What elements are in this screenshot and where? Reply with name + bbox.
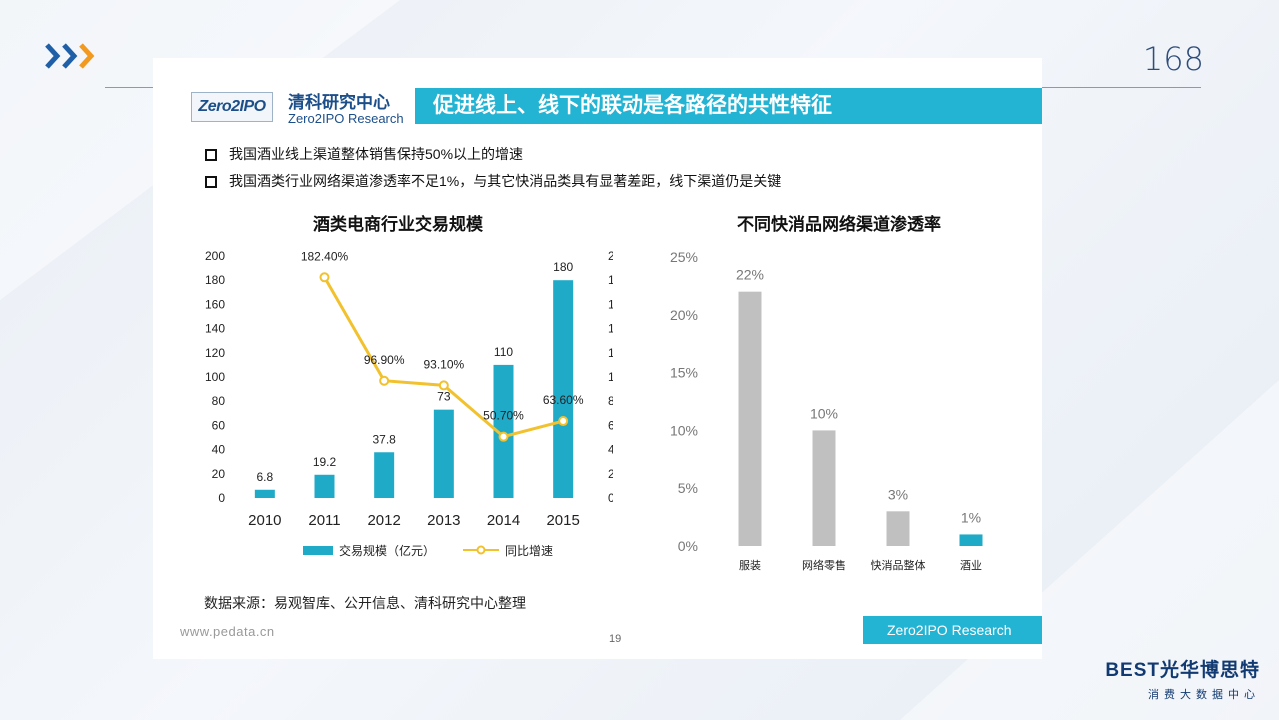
left-axis-tick: 120 — [205, 346, 225, 360]
embedded-slide: Zero2IPO 清科研究中心 Zero2IPO Research 促进线上、线… — [153, 58, 1042, 659]
org-name-en: Zero2IPO Research — [288, 111, 404, 126]
bar-value-label: 22% — [736, 267, 764, 283]
right-axis-tick: 40% — [608, 443, 613, 457]
right-axis-tick: 180% — [608, 273, 613, 287]
left-axis-tick: 0 — [218, 491, 225, 505]
zero2ipo-logo: Zero2IPO — [191, 92, 273, 122]
bullet-item: 我国酒业线上渠道整体销售保持50%以上的增速 — [205, 144, 523, 164]
transaction-scale-chart: 酒类电商行业交易规模 0 20 40 60 80 100 120 140 160 180 200 0% 2… — [205, 214, 613, 558]
brand-name: BEST光华博思特 — [1105, 660, 1260, 681]
bar-2013 — [433, 409, 454, 498]
bar-2012 — [374, 452, 395, 498]
bullet-square-icon — [205, 176, 217, 189]
website-watermark: www.pedata.cn — [180, 624, 275, 639]
chart-title: 酒类电商行业交易规模 — [313, 214, 484, 235]
x-axis-tick: 2012 — [367, 512, 400, 529]
x-axis-tick: 2014 — [487, 512, 520, 529]
left-axis-tick: 160 — [205, 297, 225, 311]
left-axis-tick: 100 — [205, 370, 225, 384]
left-axis-tick: 200 — [205, 249, 225, 263]
y-axis-tick: 0% — [678, 538, 698, 554]
bullet-text: 我国酒类行业网络渠道渗透率不足1%，与其它快消品类具有显著差距，线下渠道仍是关键 — [229, 173, 782, 189]
growth-point-2015 — [558, 416, 569, 427]
right-axis-tick: 80% — [608, 394, 613, 408]
y-axis-tick: 10% — [670, 422, 698, 438]
bar-value-label: 37.8 — [372, 432, 396, 446]
slide-title: 促进线上、线下的联动是各路径的共性特征 — [415, 88, 1042, 124]
y-axis-tick: 20% — [670, 307, 698, 323]
right-axis-tick: 160% — [608, 297, 613, 311]
bar-value-label: 6.8 — [256, 470, 273, 484]
growth-value-label: 93.10% — [423, 357, 464, 371]
left-axis-tick: 60 — [212, 418, 226, 432]
footer-label: Zero2IPO Research — [863, 616, 1042, 644]
x-axis-tick: 2013 — [427, 512, 460, 529]
y-axis-tick: 15% — [670, 365, 698, 381]
left-axis-tick: 140 — [205, 322, 225, 336]
bullet-square-icon — [205, 149, 217, 162]
y-axis-tick: 5% — [678, 480, 698, 496]
bar-快消品整体 — [886, 511, 910, 546]
right-axis-tick: 0% — [608, 491, 613, 505]
org-name-cn: 清科研究中心 — [288, 93, 390, 112]
right-axis-tick: 100% — [608, 370, 613, 384]
right-axis-tick: 20% — [608, 467, 613, 481]
growth-value-label: 96.90% — [364, 353, 405, 367]
bar-服装 — [738, 291, 762, 546]
chevrons-icon — [45, 43, 95, 69]
left-axis-tick: 80 — [212, 394, 226, 408]
bar-2015 — [553, 280, 574, 498]
x-axis-tick: 服装 — [739, 559, 761, 572]
legend-line-marker — [476, 545, 486, 555]
growth-point-2014 — [498, 431, 509, 442]
bar-value-label: 110 — [494, 345, 513, 359]
bar-2014 — [493, 364, 514, 498]
bar-value-label: 10% — [810, 405, 838, 421]
left-axis-tick: 180 — [205, 273, 225, 287]
bar-酒业 — [959, 534, 983, 546]
growth-value-label: 182.40% — [301, 249, 349, 263]
growth-point-2013 — [438, 380, 449, 391]
bar-value-label: 3% — [888, 486, 908, 502]
y-axis-tick: 25% — [670, 249, 698, 265]
left-axis-tick: 40 — [212, 443, 226, 457]
x-axis-tick: 2015 — [546, 512, 579, 529]
right-axis-tick: 200% — [608, 249, 613, 263]
x-axis-tick: 快消品整体 — [871, 558, 926, 572]
growth-value-label: 50.70% — [483, 409, 524, 423]
bar-value-label: 180 — [553, 260, 573, 274]
slide-number: 19 — [609, 633, 622, 645]
bullet-text: 我国酒业线上渠道整体销售保持50%以上的增速 — [229, 146, 524, 162]
right-axis-tick: 140% — [608, 322, 613, 336]
x-axis-tick: 酒业 — [960, 559, 982, 572]
bar-2010 — [254, 489, 275, 498]
bar-value-label: 1% — [961, 509, 981, 525]
brand-subtitle: 消费大数据中心 — [1148, 689, 1260, 701]
page-number: 168 — [1142, 40, 1204, 78]
bar-网络零售 — [812, 430, 836, 546]
data-source: 数据来源：易观智库、公开信息、清科研究中心整理 — [204, 595, 526, 611]
bar-value-label: 19.2 — [313, 455, 337, 469]
x-axis-tick: 网络零售 — [802, 558, 846, 572]
brand-logo: BEST光华博思特 消费大数据中心 — [1105, 655, 1260, 702]
growth-value-label: 63.60% — [543, 393, 584, 407]
bar-value-label: 73 — [437, 390, 451, 404]
legend-bar-swatch — [303, 546, 333, 555]
bullet-item: 我国酒类行业网络渠道渗透率不足1%，与其它快消品类具有显著差距，线下渠道仍是关键 — [205, 171, 781, 191]
legend-bar-label: 交易规模（亿元） — [339, 543, 435, 558]
right-axis-tick: 60% — [608, 418, 613, 432]
growth-point-2011 — [319, 272, 330, 283]
x-axis-tick: 2011 — [308, 512, 340, 529]
chart-title: 不同快消品网络渠道渗透率 — [737, 214, 941, 235]
penetration-rate-chart: 不同快消品网络渠道渗透率 0% 5% 10% 15% 20% 25% 22% 服装 10% 网络零售… — [670, 214, 983, 572]
growth-point-2012 — [379, 375, 390, 386]
x-axis-tick: 2010 — [248, 512, 281, 529]
left-axis-tick: 20 — [212, 467, 226, 481]
bar-2011 — [314, 474, 335, 498]
legend-line-label: 同比增速 — [505, 544, 553, 558]
right-axis-tick: 120% — [608, 346, 613, 360]
